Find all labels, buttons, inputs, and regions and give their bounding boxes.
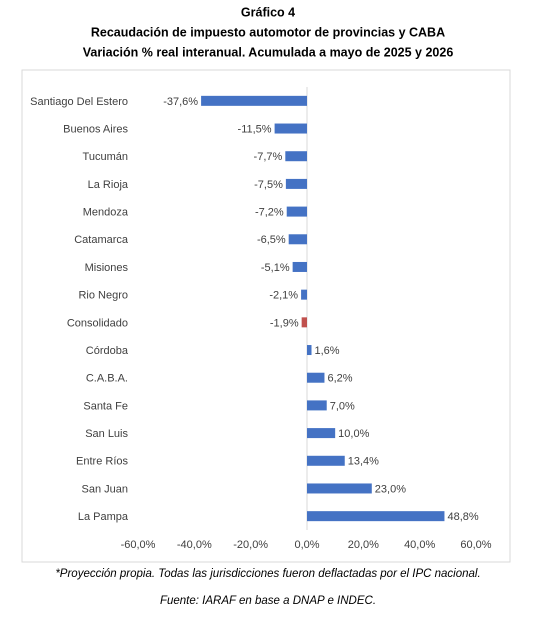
x-tick-label: -40,0% [177,539,212,551]
footnote: *Proyección propia. Todas las jurisdicci… [55,568,480,580]
value-label: -1,9% [270,317,299,329]
chart-subtitle: Recaudación de impuesto automotor de pro… [91,25,445,39]
y-tick-label: Santiago Del Estero [30,96,128,108]
y-tick-label: Misiones [85,262,129,274]
x-tick-label: 60,0% [460,539,491,551]
value-label: -6,5% [257,234,286,246]
value-label: -7,2% [255,207,284,219]
bar [307,483,372,494]
y-tick-label: Córdoba [86,345,129,357]
bar [285,178,307,189]
bar [301,317,307,328]
bar [201,95,307,106]
bar [285,151,307,162]
x-tick-label: -60,0% [121,539,156,551]
value-label: -5,1% [261,262,290,274]
y-tick-label: Consolidado [67,317,128,329]
bar [307,455,345,466]
y-tick-label: Rio Negro [78,290,128,302]
y-tick-label: La Pampa [78,511,129,523]
value-label: -7,5% [254,179,283,191]
bar [288,234,307,245]
bar [301,289,307,300]
y-tick-label: San Luis [85,428,128,440]
y-tick-label: Santa Fe [83,400,128,412]
bar [307,428,336,439]
bar [307,511,445,522]
chart-subtitle: Variación % real interanual. Acumulada a… [83,45,454,59]
y-tick-label: San Juan [82,483,128,495]
bar [274,123,307,134]
value-label: 7,0% [330,400,355,412]
bar [307,345,312,356]
value-label: 10,0% [338,428,369,440]
y-tick-label: C.A.B.A. [86,373,128,385]
bar [286,206,307,217]
bar [292,261,307,272]
chart-title: Gráfico 4 [241,5,295,19]
y-tick-label: Catamarca [74,234,129,246]
y-tick-label: Tucumán [83,151,128,163]
value-label: 23,0% [375,483,406,495]
bar [307,372,325,383]
value-label: -37,6% [163,96,198,108]
value-label: -7,7% [254,151,283,163]
x-tick-label: -20,0% [233,539,268,551]
value-label: 1,6% [315,345,340,357]
x-tick-label: 40,0% [404,539,435,551]
x-tick-label: 0,0% [294,539,319,551]
y-tick-label: Mendoza [83,207,129,219]
value-label: 13,4% [348,456,379,468]
y-tick-label: Entre Ríos [76,456,128,468]
value-label: -11,5% [238,123,272,135]
bar [307,400,327,411]
y-tick-label: La Rioja [88,179,129,191]
value-label: 48,8% [447,511,478,523]
value-label: -2,1% [269,290,298,302]
y-tick-label: Buenos Aires [63,123,128,135]
value-label: 6,2% [327,373,352,385]
chart-border [21,69,511,563]
x-tick-label: 20,0% [348,539,379,551]
source: Fuente: IARAF en base a DNAP e INDEC. [160,595,376,607]
